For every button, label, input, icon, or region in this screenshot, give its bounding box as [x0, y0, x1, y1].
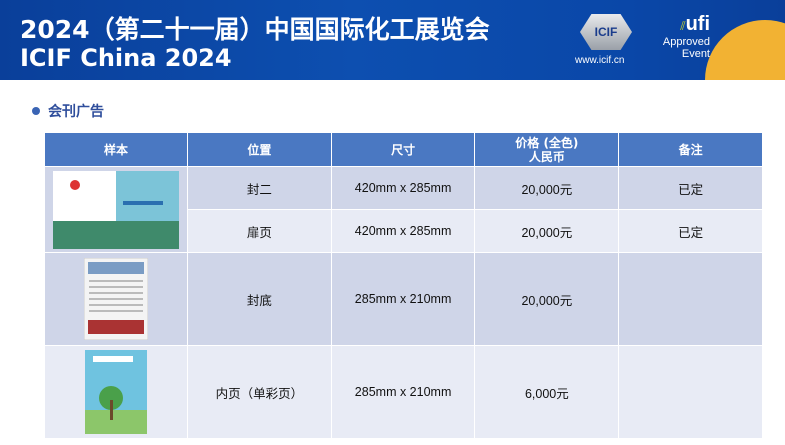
row-size: 420mm x 285mm [330, 209, 476, 253]
header-price-label: 价格 (全色) [515, 135, 579, 150]
table-row: 封二 420mm x 285mm 20,000元 已定 [44, 166, 763, 253]
section-heading: 会刊广告 [32, 101, 104, 121]
ufi-text: ufi [685, 13, 710, 35]
header-size: 尺寸 [330, 132, 476, 167]
banner-decoration [705, 20, 785, 80]
header-price-currency: 人民币 [528, 149, 565, 164]
inner-page-sample-image [84, 350, 147, 434]
table-row: 封底 285mm x 210mm 20,000元 [44, 252, 763, 346]
sample-image-back [44, 252, 188, 346]
row-note [618, 252, 763, 346]
header-sample: 样本 [44, 132, 188, 167]
bullet-icon [32, 107, 40, 115]
ufi-event: Event [681, 48, 710, 60]
ufi-logo: ⫽ufi Approved Event [655, 14, 710, 60]
row-price: 6,000元 [474, 345, 620, 439]
row-price: 20,000元 [474, 252, 620, 346]
row-price: 20,000元 [474, 209, 620, 253]
row-size: 285mm x 210mm [330, 252, 476, 346]
row-note: 已定 [618, 166, 763, 210]
header-note: 备注 [618, 132, 763, 167]
section-title: 会刊广告 [48, 104, 104, 120]
back-cover-sample-image [83, 258, 148, 340]
table-row: 内页（单彩页） 285mm x 210mm 6,000元 [44, 345, 763, 439]
row-price: 20,000元 [474, 166, 620, 210]
row-position: 内页（单彩页） [186, 345, 332, 439]
ufi-approved: Approved [662, 36, 710, 48]
header-price: 价格 (全色) 人民币 [474, 132, 620, 167]
row-position: 封底 [186, 252, 332, 346]
ufi-swoosh-icon: ⫽ [680, 19, 686, 33]
cover-sample-image [52, 170, 179, 249]
row-note: 已定 [618, 209, 763, 253]
row-position: 封二 [186, 166, 332, 210]
sample-image-cover [44, 166, 188, 253]
ad-price-table: 样本 位置 尺寸 价格 (全色) 人民币 备注 封二 420mm x 285mm … [44, 132, 763, 439]
row-size: 420mm x 285mm [330, 166, 476, 210]
header-position: 位置 [186, 132, 332, 167]
table-header: 样本 位置 尺寸 价格 (全色) 人民币 备注 [44, 132, 763, 167]
row-note [618, 345, 763, 439]
icif-logo: ICIF [580, 14, 632, 50]
title-en: ICIF China 2024 [20, 44, 232, 72]
table-row: 扉页 420mm x 285mm 20,000元 已定 [45, 209, 763, 253]
sample-image-inner [44, 345, 188, 439]
header-banner: 2024（第二十一届）中国国际化工展览会 ICIF China 2024 ICI… [0, 0, 785, 80]
row-size: 285mm x 210mm [330, 345, 476, 439]
website-link[interactable]: www.icif.cn [575, 55, 625, 66]
title-cn: 2024（第二十一届）中国国际化工展览会 [20, 15, 490, 44]
row-position: 扉页 [186, 209, 332, 253]
